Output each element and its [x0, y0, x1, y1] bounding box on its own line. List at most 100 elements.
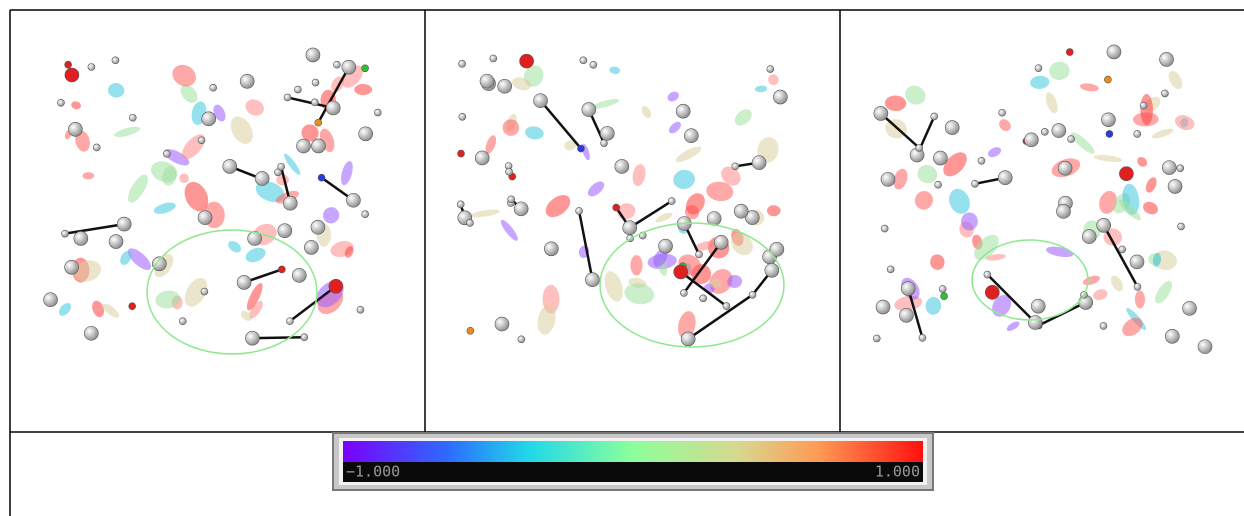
atom: [1198, 340, 1212, 354]
atom: [577, 145, 584, 152]
iso-surface: [609, 66, 621, 75]
atom: [1100, 322, 1107, 329]
iso-surface: [997, 117, 1013, 134]
atom: [498, 79, 512, 93]
iso-surface: [666, 90, 681, 104]
atom: [684, 129, 698, 143]
iso-surface: [631, 163, 647, 187]
atom: [57, 99, 64, 106]
iso-surface: [929, 253, 945, 270]
atom: [202, 112, 216, 126]
atom: [939, 286, 946, 293]
atom: [984, 271, 991, 278]
atom: [294, 86, 301, 93]
atom: [329, 279, 343, 293]
iso-surface: [1005, 320, 1021, 333]
atom: [93, 144, 100, 151]
iso-surface: [107, 82, 126, 99]
iso-surface: [113, 125, 141, 140]
iso-surface: [282, 152, 303, 177]
iso-surface: [912, 188, 936, 213]
iso-surface: [226, 238, 243, 254]
atom: [999, 109, 1006, 116]
atom: [714, 235, 728, 249]
atom: [514, 202, 528, 216]
atom: [876, 300, 890, 314]
iso-surface: [542, 191, 575, 222]
iso-surface: [755, 85, 768, 92]
atom: [1119, 246, 1126, 253]
atom: [237, 275, 251, 289]
colorbar: −1.000 1.000: [333, 433, 933, 490]
atom: [585, 273, 599, 287]
atom: [44, 293, 58, 307]
figure: −1.000 1.000: [0, 0, 1244, 516]
iso-surface: [1135, 155, 1149, 169]
atom: [933, 151, 947, 165]
atom: [613, 204, 620, 211]
atom: [590, 61, 597, 68]
atom: [296, 139, 310, 153]
iso-surface: [667, 120, 683, 136]
atom: [112, 57, 119, 64]
iso-surface: [1141, 200, 1160, 217]
atom: [457, 201, 464, 208]
atom: [901, 282, 915, 296]
atom: [1052, 124, 1066, 138]
atom: [1178, 223, 1185, 230]
iso-surface: [499, 116, 522, 139]
atom: [881, 172, 895, 186]
molecule-panels: [44, 45, 1212, 354]
iso-surface: [925, 296, 942, 315]
iso-surface: [1144, 176, 1159, 195]
atom: [623, 221, 637, 235]
atom: [475, 151, 489, 165]
atom: [286, 318, 293, 325]
atom: [362, 65, 369, 72]
atom: [873, 335, 880, 342]
atom: [374, 109, 381, 116]
atom: [916, 144, 923, 151]
atom: [1140, 102, 1147, 109]
iso-surface: [498, 218, 520, 243]
iso-surface: [70, 100, 82, 110]
atom: [1082, 230, 1096, 244]
atom: [1165, 329, 1179, 343]
atom: [681, 332, 695, 346]
atom: [459, 60, 466, 67]
iso-surface: [177, 172, 190, 185]
atom: [534, 94, 548, 108]
atom: [201, 288, 208, 295]
atom: [326, 101, 340, 115]
atom: [480, 74, 494, 88]
atom: [508, 196, 515, 203]
atom: [65, 68, 79, 82]
atom: [518, 336, 525, 343]
atom: [311, 139, 325, 153]
atom: [129, 114, 136, 121]
atom: [899, 308, 913, 322]
iso-surface: [57, 301, 74, 318]
atom: [1031, 299, 1045, 313]
iso-surface: [152, 200, 177, 216]
iso-surface: [1048, 60, 1071, 81]
atom: [506, 168, 513, 175]
atom: [292, 268, 306, 282]
iso-surface: [168, 61, 200, 91]
atom: [210, 84, 217, 91]
atom: [1104, 76, 1111, 83]
atom: [278, 266, 285, 273]
iso-surface: [1030, 75, 1050, 90]
atom: [582, 103, 596, 117]
atom: [65, 260, 79, 274]
atom: [1024, 133, 1038, 147]
atom: [659, 239, 673, 253]
iso-surface: [354, 84, 372, 95]
atom: [163, 150, 170, 157]
atom: [1041, 128, 1048, 135]
atom: [1101, 113, 1115, 127]
atom: [61, 230, 68, 237]
atom: [931, 113, 938, 120]
atom: [680, 289, 687, 296]
atom: [1119, 167, 1133, 181]
